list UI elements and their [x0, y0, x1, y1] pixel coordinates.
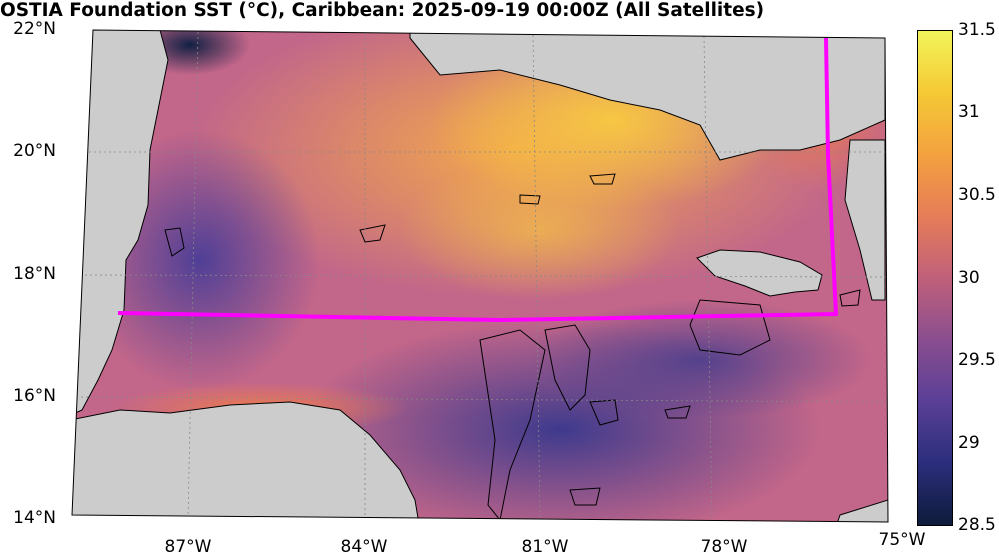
colorbar-tick-29-5: 29.5 [958, 350, 996, 370]
colorbar-tick-30-5: 30.5 [958, 185, 996, 205]
graticule [75, 31, 888, 522]
colorbar-tick-31: 31 [958, 102, 980, 122]
map-title: OSTIA Foundation SST (°C), Caribbean: 20… [0, 0, 765, 21]
lat-label-16n: 16°N [13, 386, 56, 406]
lat-label-20n: 20°N [13, 141, 56, 161]
colorbar [917, 30, 953, 526]
colorbar-tick-31-5: 31.5 [958, 20, 996, 40]
colorbar-tick-30: 30 [958, 268, 980, 288]
lon-label-87w: 87°W [164, 537, 212, 557]
lat-label-22n: 22°N [13, 19, 56, 39]
lon-label-81w: 81°W [521, 537, 569, 557]
land [72, 30, 888, 522]
colorbar-tick-29: 29 [958, 433, 980, 453]
colorbar-tick-28-5: 28.5 [958, 515, 996, 535]
bathymetry-contours [164, 173, 861, 522]
analysis-region-box [117, 37, 838, 322]
lon-label-84w: 84°W [340, 537, 388, 557]
lat-label-18n: 18°N [13, 264, 56, 284]
map-frame [71, 29, 889, 523]
lon-label-78w: 78°W [700, 537, 748, 557]
lon-label-75w: 75°W [878, 530, 926, 550]
lat-label-14n: 14°N [13, 508, 56, 528]
